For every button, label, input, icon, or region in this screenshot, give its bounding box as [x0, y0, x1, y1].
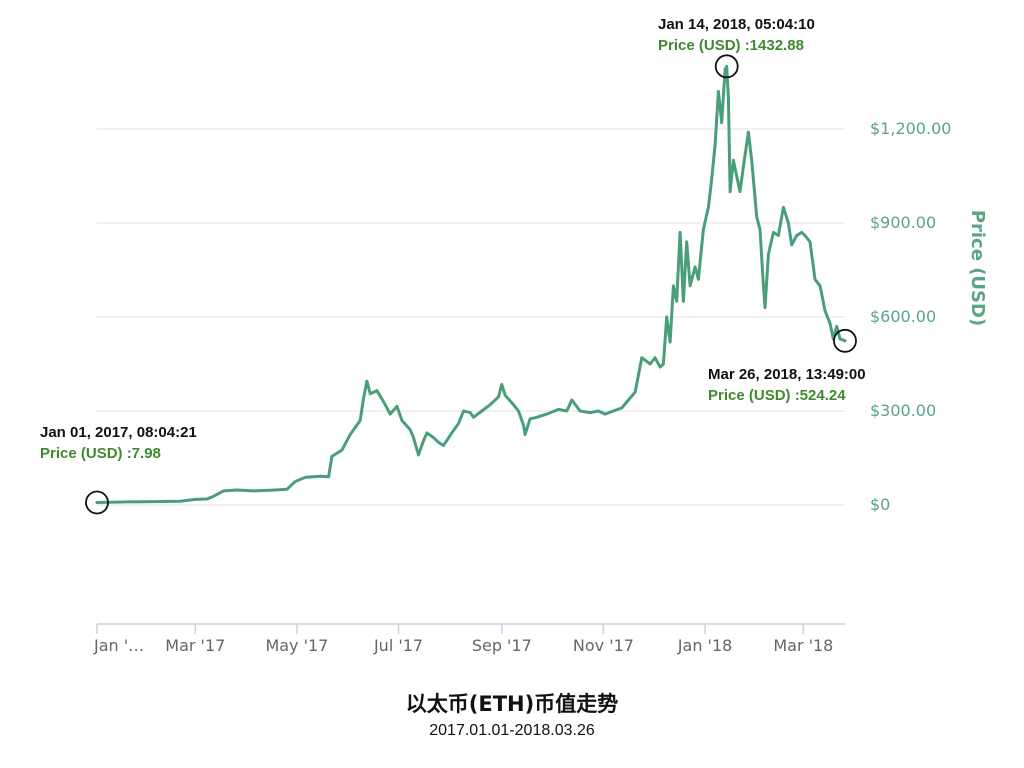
y-tick-label: $300.00: [870, 401, 936, 420]
start-point-date: Jan 01, 2017, 08:04:21: [40, 424, 197, 441]
peak-point-marker: [714, 54, 739, 79]
peak-point-date: Jan 14, 2018, 05:04:10: [658, 16, 815, 33]
price-line: [95, 64, 847, 504]
end-point-date: Mar 26, 2018, 13:49:00: [708, 366, 866, 383]
chart-subtitle: 2017.01.01-2018.03.26: [429, 722, 595, 739]
x-tick-label: Nov '17: [573, 636, 634, 655]
y-tick-label: $0: [870, 495, 890, 514]
end-point-annotation: Mar 26, 2018, 13:49:00 Price (USD) :524.…: [708, 364, 866, 406]
y-tick-label: $600.00: [870, 307, 936, 326]
start-point-price: Price (USD) :7.98: [40, 445, 161, 462]
x-tick-label: Mar '17: [165, 636, 225, 655]
x-tick-label: Jan '18: [677, 636, 733, 655]
peak-point-annotation: Jan 14, 2018, 05:04:10 Price (USD) :1432…: [658, 14, 815, 56]
x-tick-label: Sep '17: [472, 636, 532, 655]
y-axis-title: Price (USD): [967, 210, 988, 326]
x-tick-label: May '17: [265, 636, 328, 655]
x-tick-label: Jan '…: [93, 636, 144, 655]
chart-title: 以太币(ETH)币值走势: [405, 692, 619, 716]
x-tick-label: Jul '17: [373, 636, 423, 655]
end-point-marker: [833, 328, 857, 353]
end-point-price: Price (USD) :524.24: [708, 387, 846, 404]
y-tick-label: $1,200.00: [870, 119, 951, 138]
y-tick-label: $900.00: [870, 213, 936, 232]
start-point-marker: [85, 490, 109, 515]
x-tick-label: Mar '18: [773, 636, 833, 655]
start-point-annotation: Jan 01, 2017, 08:04:21 Price (USD) :7.98: [40, 422, 197, 464]
peak-point-price: Price (USD) :1432.88: [658, 37, 804, 54]
